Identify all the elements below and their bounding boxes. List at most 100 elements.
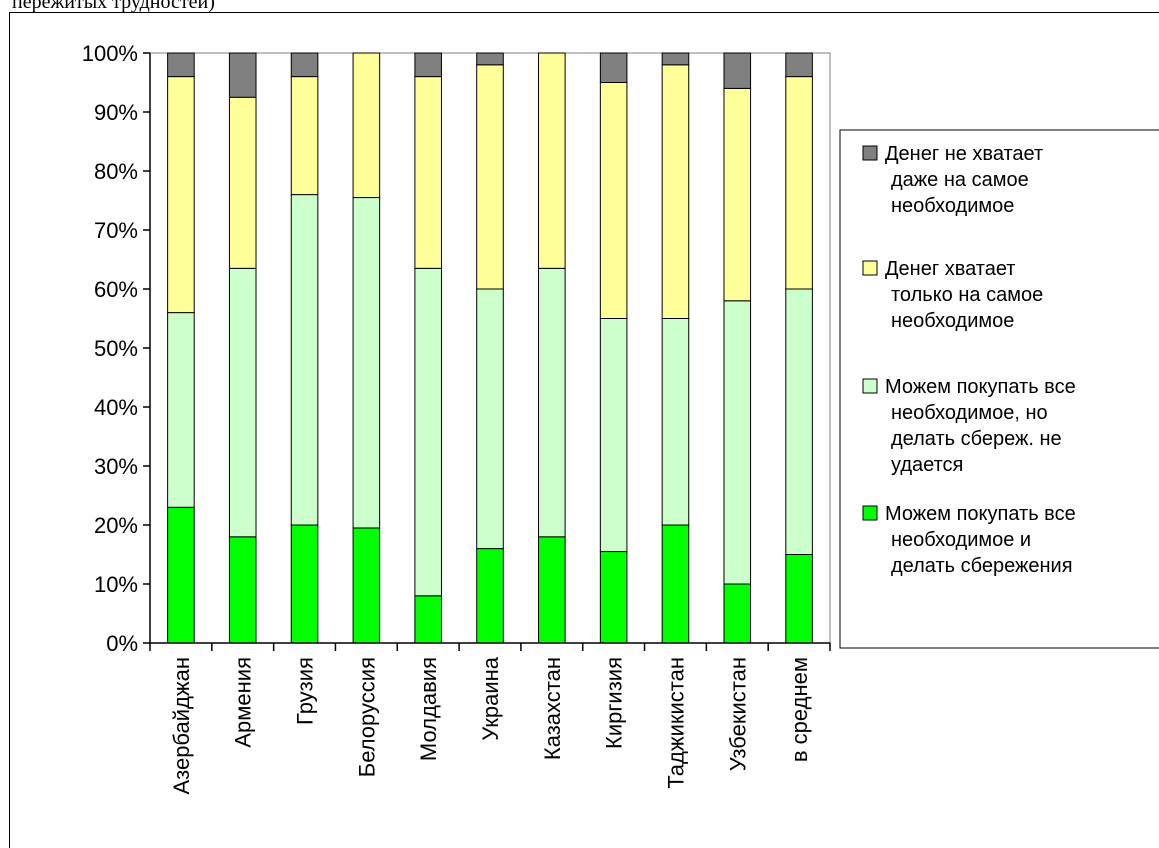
legend-label-line: только на самое [891, 284, 1043, 306]
legend-swatch [862, 505, 878, 521]
y-tick-label: 50% [94, 336, 138, 361]
bar-stack [167, 52, 195, 644]
top-caption: пережитых трудностей) [12, 0, 215, 13]
legend-swatch [862, 260, 878, 276]
bar-stack [476, 52, 504, 644]
bar-segment-savings [167, 506, 195, 644]
bar-stack [352, 52, 381, 644]
bar-segment-savings [290, 524, 319, 644]
bar-segment-savings [228, 536, 257, 644]
bar-stack [785, 52, 813, 644]
y-tick-label: 20% [94, 513, 138, 538]
bar-segment-only-basics [228, 96, 257, 269]
y-tick-label: 40% [94, 395, 138, 420]
legend-label-line: Можем покупать все [885, 376, 1076, 398]
bar-segment-basics-no-savings [290, 194, 319, 526]
legend-label-line: удается [891, 454, 963, 476]
bar-segment-only-basics [476, 64, 504, 290]
bar-segment-only-basics [785, 76, 813, 290]
bar-segment-only-basics [661, 64, 690, 319]
bar-stack [228, 52, 257, 644]
legend-label-line: делать сбереж. не [891, 428, 1062, 450]
legend-label-line: делать сбережения [891, 555, 1073, 577]
legend-item: Денег хватает только на самое необходимое [862, 258, 1043, 332]
legend-swatch [862, 145, 878, 161]
x-category-label: Таджикистан [663, 657, 688, 789]
bar-segment-basics-no-savings [785, 288, 813, 555]
legend: Денег не хватает даже на самое необходимое… [839, 129, 1159, 649]
bar-segment-not-enough [599, 52, 628, 83]
bar-segment-savings [538, 536, 566, 644]
y-tick-label: 90% [94, 100, 138, 125]
bar-segment-not-enough [785, 52, 813, 78]
legend-label-line: необходимое [891, 310, 1014, 332]
legend-label-line: Денег не хватает [885, 143, 1043, 165]
bars [167, 52, 813, 644]
bar-segment-basics-no-savings [228, 267, 257, 538]
bar-segment-savings [723, 583, 752, 644]
bar-segment-not-enough [661, 52, 690, 66]
bar-segment-basics-no-savings [476, 288, 504, 550]
y-tick-label: 10% [94, 572, 138, 597]
y-tick-label: 60% [94, 277, 138, 302]
legend-label-line: необходимое, но [891, 402, 1048, 424]
legend-label-line: Можем покупать все [885, 503, 1076, 525]
x-axis: Азербайджан Армения Грузия Белоруссия Молдав… [149, 642, 831, 795]
y-tick-label: 0% [106, 631, 138, 656]
x-category-label: Киргизия [602, 657, 627, 749]
chart-frame [9, 12, 1159, 848]
legend-label-line: Денег хватает [885, 258, 1015, 280]
legend-label-line: необходимое и [891, 529, 1031, 551]
x-category-label: Грузия [293, 657, 318, 725]
x-category-label: Казахстан [540, 657, 565, 760]
bar-segment-only-basics [723, 87, 752, 302]
bar-segment-basics-no-savings [723, 300, 752, 585]
bar-segment-not-enough [290, 52, 319, 78]
legend-item: Можем покупать все необходимое и делать сб… [862, 503, 1076, 577]
bar-segment-not-enough [228, 52, 257, 98]
bar-segment-basics-no-savings [352, 197, 381, 529]
bar-segment-only-basics [599, 82, 628, 319]
bar-segment-only-basics [414, 76, 442, 269]
bar-stack [599, 52, 628, 644]
x-category-label: Молдавия [416, 657, 441, 761]
bar-segment-not-enough [414, 52, 442, 78]
x-category-label: Белоруссия [354, 657, 379, 777]
x-category-label: Армения [231, 657, 256, 748]
legend-item: Можем покупать все необходимое, но делать … [862, 376, 1076, 476]
bar-segment-only-basics [352, 52, 381, 199]
bar-segment-savings [476, 548, 504, 644]
bar-segment-savings [414, 595, 442, 644]
bar-segment-only-basics [538, 52, 566, 269]
bar-stack [290, 52, 319, 644]
legend-box [839, 129, 1159, 649]
bar-segment-basics-no-savings [661, 318, 690, 526]
legend-item: Денег не хватает даже на самое необходимое [862, 143, 1043, 217]
bar-segment-only-basics [167, 76, 195, 314]
legend-swatch [862, 378, 878, 394]
bar-segment-savings [785, 554, 813, 644]
bar-stack [723, 52, 752, 644]
y-tick-label: 100% [82, 41, 138, 66]
x-category-label: Азербайджан [169, 657, 194, 795]
x-category-label: Узбекистан [725, 657, 750, 771]
bar-segment-basics-no-savings [167, 312, 195, 508]
bar-segment-savings [599, 551, 628, 644]
bar-segment-only-basics [290, 76, 319, 196]
bar-segment-not-enough [167, 52, 195, 78]
bar-segment-basics-no-savings [414, 267, 442, 597]
bar-segment-not-enough [476, 52, 504, 66]
y-axis: 0% 10% 20% 30% 40% 50% 60% 70% 80% 90% 100% [82, 41, 151, 656]
bar-segment-not-enough [723, 52, 752, 89]
bar-stack [538, 52, 566, 644]
x-category-label: Украина [478, 656, 503, 741]
bar-stack [661, 52, 690, 644]
bar-segment-savings [661, 524, 690, 644]
bar-segment-savings [352, 527, 381, 644]
y-tick-label: 70% [94, 218, 138, 243]
legend-label-line: даже на самое [891, 169, 1029, 191]
bar-segment-basics-no-savings [599, 318, 628, 553]
legend-label-line: необходимое [891, 195, 1014, 217]
x-category-label: в среднем [787, 657, 812, 762]
